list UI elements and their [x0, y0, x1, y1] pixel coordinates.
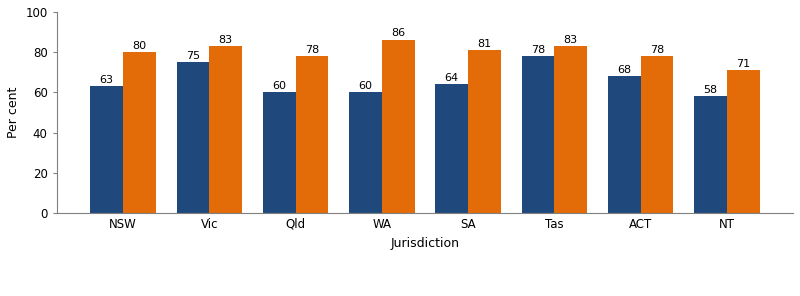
Text: 60: 60	[272, 81, 286, 91]
Bar	[349, 92, 382, 213]
Y-axis label: Per cent: Per cent	[7, 87, 20, 138]
X-axis label: Jurisdiction: Jurisdiction	[390, 237, 459, 250]
Text: 63: 63	[100, 75, 114, 85]
Bar	[641, 56, 674, 213]
Bar	[123, 52, 156, 213]
Bar	[522, 56, 554, 213]
Bar	[608, 76, 641, 213]
Bar	[554, 46, 587, 213]
Text: 78: 78	[305, 45, 319, 54]
Text: 86: 86	[391, 28, 406, 38]
Bar	[382, 40, 414, 213]
Bar	[468, 50, 501, 213]
Text: 83: 83	[218, 35, 233, 44]
Bar	[90, 86, 123, 213]
Text: 83: 83	[564, 35, 578, 44]
Bar	[694, 96, 727, 213]
Text: 58: 58	[703, 85, 718, 95]
Text: 78: 78	[530, 45, 545, 54]
Text: 71: 71	[736, 59, 750, 69]
Text: 80: 80	[132, 41, 146, 51]
Bar	[435, 84, 468, 213]
Bar	[727, 70, 759, 213]
Text: 60: 60	[358, 81, 373, 91]
Text: 81: 81	[478, 38, 491, 49]
Bar	[210, 46, 242, 213]
Text: 78: 78	[650, 45, 664, 54]
Bar	[177, 62, 210, 213]
Text: 64: 64	[445, 73, 458, 83]
Bar	[262, 92, 295, 213]
Text: 75: 75	[186, 51, 200, 61]
Bar	[295, 56, 328, 213]
Text: 68: 68	[617, 65, 631, 75]
